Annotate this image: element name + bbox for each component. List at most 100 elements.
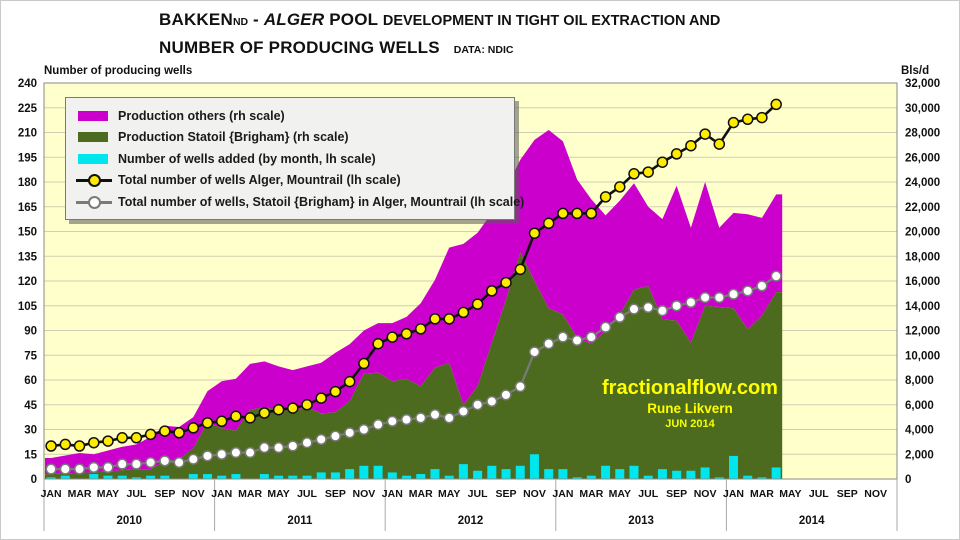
bar-wells-added: [714, 477, 724, 479]
svg-text:JAN: JAN: [41, 488, 62, 500]
svg-text:165: 165: [18, 202, 38, 214]
svg-text:180: 180: [18, 177, 37, 189]
svg-text:JAN: JAN: [723, 488, 744, 500]
bar-wells-added: [729, 455, 739, 479]
svg-text:90: 90: [24, 326, 37, 338]
svg-text:4,000: 4,000: [905, 425, 934, 437]
bar-wells-added: [146, 475, 156, 479]
svg-text:10,000: 10,000: [905, 350, 940, 362]
bar-wells-added: [700, 467, 710, 479]
legend-label: Total number of wells Alger, Mountrail (…: [118, 173, 401, 188]
bar-wells-added: [515, 465, 525, 479]
svg-text:2011: 2011: [287, 515, 313, 527]
svg-text:195: 195: [18, 152, 38, 164]
bar-wells-added: [771, 467, 781, 479]
chart-title-line2: NUMBER OF PRODUCING WELLS DATA: NDIC: [159, 38, 514, 57]
svg-text:75: 75: [24, 350, 37, 362]
svg-text:MAR: MAR: [68, 488, 92, 500]
svg-text:NOV: NOV: [352, 488, 375, 500]
bar-wells-added: [217, 475, 227, 479]
legend-swatch-area-icon: [76, 153, 112, 165]
bar-wells-added: [686, 470, 696, 479]
bar-wells-added: [330, 472, 340, 479]
bar-wells-added: [89, 474, 99, 479]
bar-wells-added: [558, 469, 568, 479]
svg-text:NOV: NOV: [523, 488, 546, 500]
bar-wells-added: [160, 475, 170, 479]
svg-text:30,000: 30,000: [905, 103, 940, 115]
bar-wells-added: [601, 465, 611, 479]
bar-wells-added: [46, 477, 56, 479]
svg-text:SEP: SEP: [666, 488, 687, 500]
svg-text:JUL: JUL: [297, 488, 317, 500]
svg-text:20,000: 20,000: [905, 227, 940, 239]
bar-wells-added: [387, 472, 397, 479]
bar-wells-added: [473, 470, 483, 479]
chart-title: BAKKENND - ALGER POOL DEVELOPMENT IN TIG…: [159, 7, 799, 63]
bar-wells-added: [117, 475, 127, 479]
svg-text:JAN: JAN: [211, 488, 232, 500]
bar-wells-added: [487, 465, 497, 479]
svg-text:45: 45: [24, 400, 37, 412]
bar-wells-added: [345, 469, 355, 479]
svg-text:28,000: 28,000: [905, 128, 940, 140]
svg-text:NOV: NOV: [694, 488, 717, 500]
legend-item: Production others (rh scale): [76, 105, 504, 127]
svg-text:18,000: 18,000: [905, 251, 940, 263]
bar-wells-added: [302, 475, 312, 479]
bar-wells-added: [643, 475, 653, 479]
svg-text:SEP: SEP: [325, 488, 346, 500]
bar-wells-added: [202, 474, 212, 479]
svg-text:24,000: 24,000: [905, 177, 940, 189]
legend-label: Production others (rh scale): [118, 108, 285, 123]
svg-text:240: 240: [18, 78, 37, 90]
svg-text:105: 105: [18, 301, 38, 313]
svg-text:2013: 2013: [628, 515, 654, 527]
svg-text:150: 150: [18, 227, 37, 239]
legend-swatch-line-marker-icon: [76, 195, 112, 209]
legend-item: Total number of wells, Statoil {Brigham}…: [76, 191, 524, 213]
bar-wells-added: [572, 477, 582, 479]
bar-wells-added: [359, 465, 369, 479]
bar-wells-added: [615, 469, 625, 479]
svg-text:SEP: SEP: [496, 488, 517, 500]
svg-text:26,000: 26,000: [905, 152, 940, 164]
svg-text:Bls/d: Bls/d: [901, 65, 929, 77]
bar-wells-added: [402, 475, 412, 479]
legend-swatch-area-icon: [76, 131, 112, 143]
legend-item: Number of wells added (by month, lh scal…: [76, 148, 504, 170]
bar-wells-added: [458, 464, 468, 479]
svg-text:14,000: 14,000: [905, 301, 940, 313]
bar-wells-added: [288, 475, 298, 479]
bar-wells-added: [629, 465, 639, 479]
svg-text:0: 0: [905, 474, 911, 486]
svg-text:JUL: JUL: [468, 488, 488, 500]
legend: Production others (rh scale) Production S…: [65, 97, 524, 220]
svg-text:JUL: JUL: [809, 488, 829, 500]
svg-text:2010: 2010: [117, 515, 143, 527]
bar-wells-added: [444, 475, 454, 479]
bar-wells-added: [501, 469, 511, 479]
svg-text:JUL: JUL: [638, 488, 658, 500]
legend-label: Total number of wells, Statoil {Brigham}…: [118, 194, 525, 209]
bar-wells-added: [416, 474, 426, 479]
area-production-others: [45, 130, 783, 475]
svg-text:60: 60: [24, 375, 37, 387]
legend-label: Production Statoil {Brigham} (rh scale): [118, 130, 349, 145]
bar-wells-added: [657, 469, 667, 479]
data-source-label: DATA: NDIC: [453, 44, 514, 56]
svg-text:22,000: 22,000: [905, 202, 940, 214]
svg-text:NOV: NOV: [182, 488, 205, 500]
svg-text:16,000: 16,000: [905, 276, 940, 288]
svg-text:JAN: JAN: [382, 488, 403, 500]
bar-wells-added: [103, 475, 113, 479]
bar-wells-added: [529, 454, 539, 479]
bar-wells-added: [274, 475, 284, 479]
bar-wells-added: [757, 477, 767, 479]
bar-wells-added: [259, 474, 269, 479]
bar-wells-added: [743, 475, 753, 479]
svg-text:JAN: JAN: [552, 488, 573, 500]
svg-text:210: 210: [18, 128, 37, 140]
